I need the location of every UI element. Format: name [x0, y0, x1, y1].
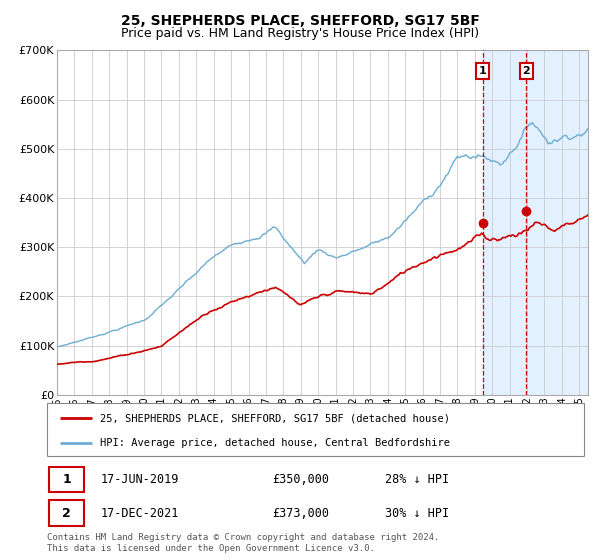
FancyBboxPatch shape [49, 466, 85, 492]
FancyBboxPatch shape [47, 403, 584, 456]
Text: £350,000: £350,000 [272, 473, 329, 486]
Text: 28% ↓ HPI: 28% ↓ HPI [385, 473, 449, 486]
Text: Contains HM Land Registry data © Crown copyright and database right 2024.
This d: Contains HM Land Registry data © Crown c… [47, 533, 439, 553]
Text: Price paid vs. HM Land Registry's House Price Index (HPI): Price paid vs. HM Land Registry's House … [121, 27, 479, 40]
Bar [483, 50, 600, 395]
Text: 17-DEC-2021: 17-DEC-2021 [101, 507, 179, 520]
Text: 2: 2 [62, 507, 71, 520]
Text: 25, SHEPHERDS PLACE, SHEFFORD, SG17 5BF (detached house): 25, SHEPHERDS PLACE, SHEFFORD, SG17 5BF … [101, 413, 451, 423]
Text: 30% ↓ HPI: 30% ↓ HPI [385, 507, 449, 520]
Text: 2: 2 [523, 66, 530, 76]
FancyBboxPatch shape [49, 500, 85, 526]
Text: £373,000: £373,000 [272, 507, 329, 520]
Text: 25, SHEPHERDS PLACE, SHEFFORD, SG17 5BF: 25, SHEPHERDS PLACE, SHEFFORD, SG17 5BF [121, 14, 479, 28]
Text: 17-JUN-2019: 17-JUN-2019 [101, 473, 179, 486]
Text: HPI: Average price, detached house, Central Bedfordshire: HPI: Average price, detached house, Cent… [101, 438, 451, 448]
Text: 1: 1 [479, 66, 487, 76]
Text: 1: 1 [62, 473, 71, 486]
